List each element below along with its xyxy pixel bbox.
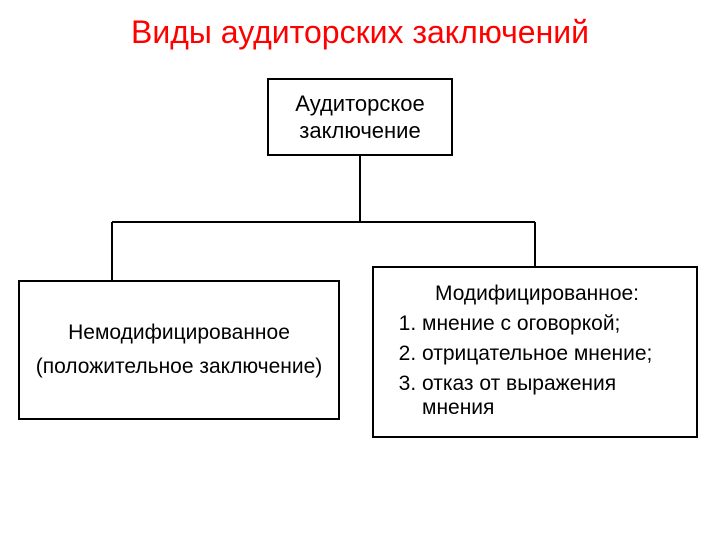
list-item: мнение с оговоркой;	[422, 312, 678, 336]
list-item: отрицательное мнение;	[422, 342, 678, 366]
root-line2: заключение	[299, 118, 420, 143]
root-line1: Аудиторское	[295, 91, 424, 116]
left-child-line2: (положительное заключение)	[36, 350, 323, 384]
root-node: Аудиторское заключение	[267, 78, 453, 156]
list-item: отказ от выражения мнения	[422, 372, 678, 420]
left-child-line1: Немодифицированное	[68, 316, 290, 350]
title-text: Виды аудиторских заключений	[131, 14, 589, 50]
right-child-header: Модифицированное:	[396, 282, 678, 306]
page-title: Виды аудиторских заключений	[0, 14, 720, 51]
right-child-list: мнение с оговоркой; отрицательное мнение…	[396, 312, 678, 420]
right-child-node: Модифицированное: мнение с оговоркой; от…	[372, 266, 698, 438]
left-child-node: Немодифицированное (положительное заключ…	[18, 280, 340, 420]
